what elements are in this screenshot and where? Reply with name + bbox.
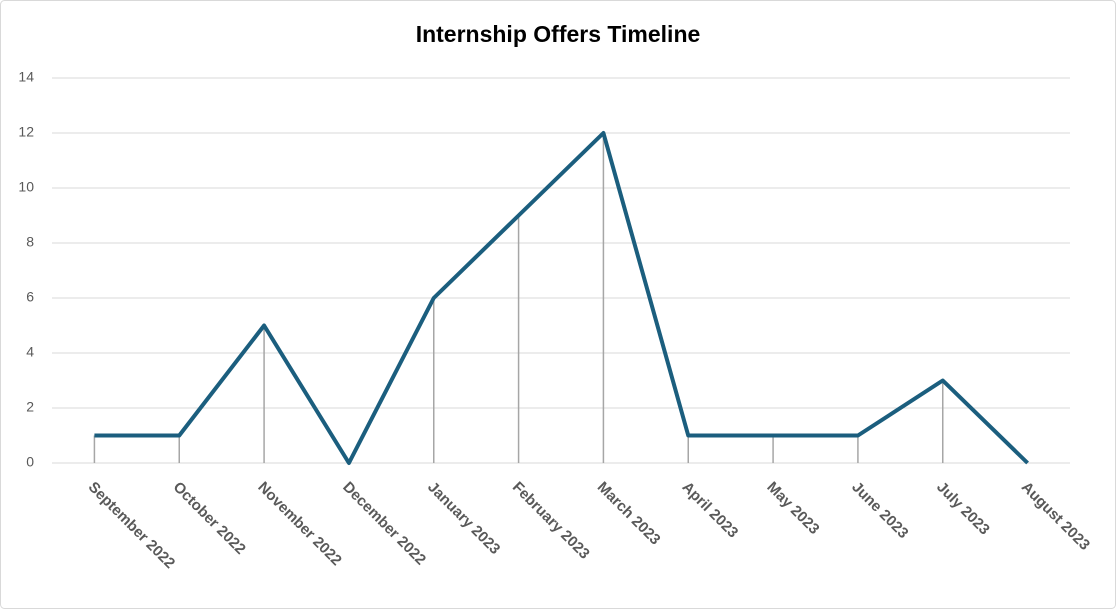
data-line: [94, 131, 1029, 465]
y-tick-label: 10: [18, 179, 34, 195]
chart-title: Internship Offers Timeline: [416, 21, 701, 47]
y-tick-label: 12: [18, 124, 34, 140]
y-tick-label: 14: [18, 69, 34, 85]
y-tick-label: 2: [26, 399, 34, 415]
y-tick-label: 4: [26, 344, 34, 360]
y-tick-label: 6: [26, 289, 34, 305]
y-tick-label: 8: [26, 234, 34, 250]
y-tick-label: 0: [26, 454, 34, 470]
